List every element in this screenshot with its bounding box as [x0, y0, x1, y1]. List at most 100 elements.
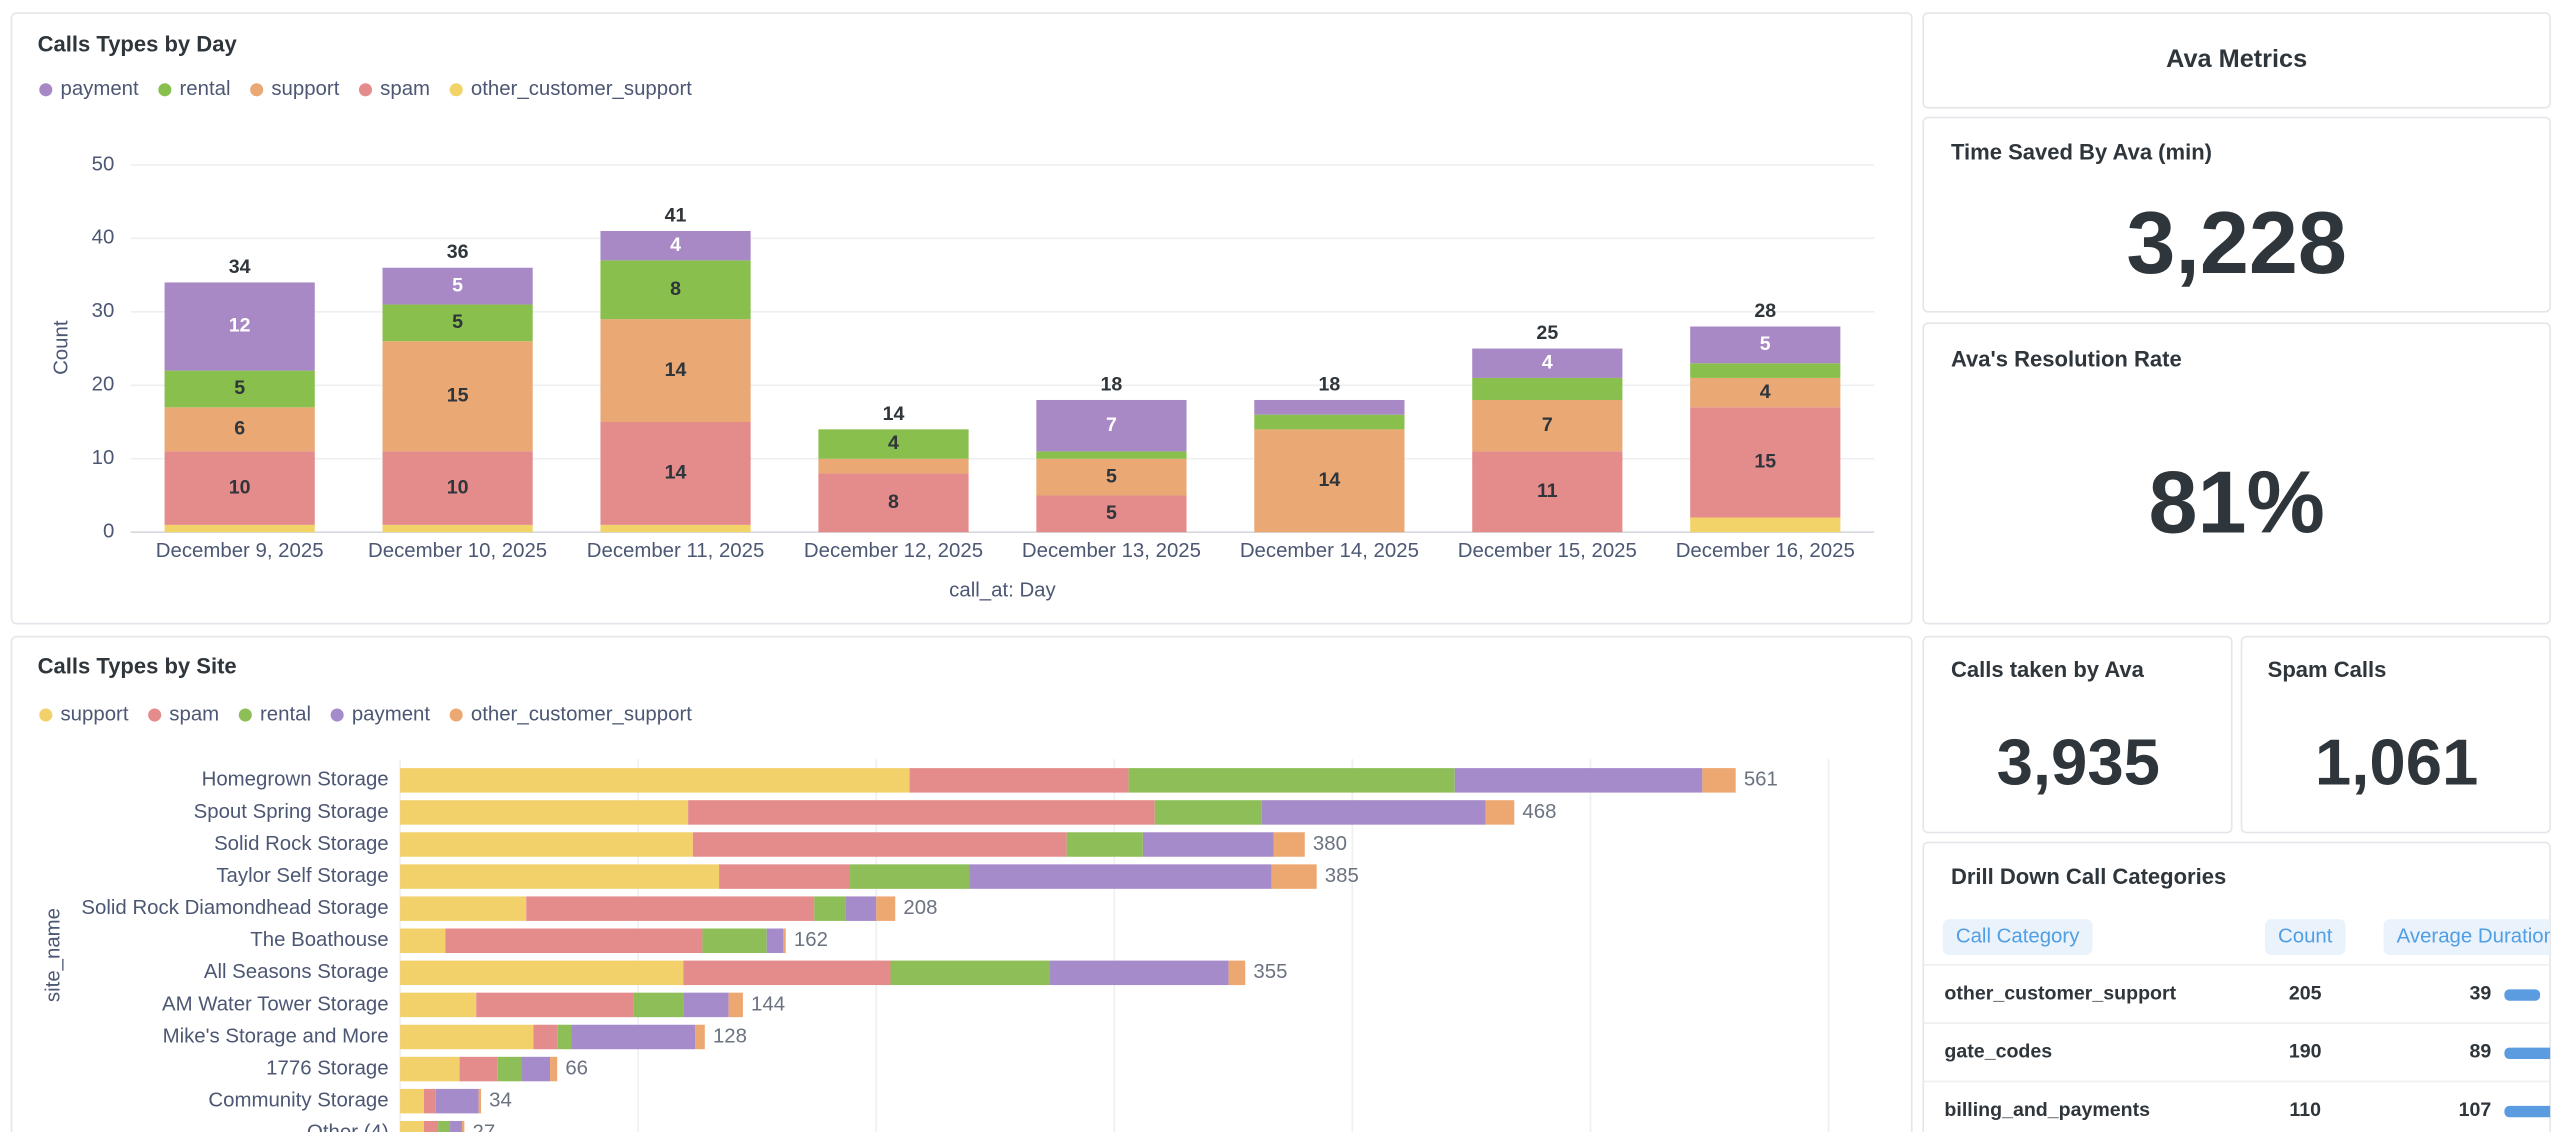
cell: gate_codes	[1944, 1041, 2052, 1063]
data-label: 15	[447, 384, 469, 406]
column-header[interactable]: Average Duration	[2397, 925, 2555, 947]
legend-label: other_customer_support	[471, 78, 692, 100]
bar-segment	[400, 768, 910, 793]
metric-value: 81%	[2148, 453, 2324, 552]
bar-segment	[683, 992, 729, 1018]
bar-segment	[400, 1120, 424, 1132]
bar-segment	[1485, 800, 1515, 825]
bar-segment	[1254, 399, 1405, 415]
bar-segment	[423, 1088, 436, 1114]
y-tick-label: 0	[103, 521, 114, 543]
x-axis-label: call_at: Day	[949, 579, 1056, 601]
cell: 110	[2289, 1099, 2321, 1121]
bar-segment	[1690, 407, 1841, 518]
bar-segment	[382, 267, 533, 305]
column-header[interactable]: Count	[2278, 925, 2333, 947]
bar-segment	[1254, 414, 1405, 430]
y-axis-label: Count	[51, 320, 73, 375]
bar-segment	[1472, 377, 1623, 400]
card	[1922, 116, 2551, 313]
data-label: 10	[447, 476, 469, 498]
total-label: 380	[1313, 833, 1347, 855]
data-label: 14	[665, 359, 687, 381]
x-tick-label: December 14, 2025	[1240, 540, 1419, 562]
y-tick-label: Homegrown Storage	[202, 769, 389, 791]
metric-title: Calls taken by Ava	[1951, 657, 2145, 682]
chart-title: Calls Types by Site	[38, 654, 237, 679]
legend-label: rental	[260, 703, 311, 725]
bar-segment	[438, 1120, 451, 1132]
bar-segment	[1472, 451, 1623, 533]
total-label: 27	[473, 1122, 496, 1132]
total-label: 128	[713, 1025, 747, 1047]
column-header[interactable]: Call Category	[1956, 925, 2080, 947]
legend-swatch	[238, 708, 252, 722]
total-label: 34	[489, 1090, 512, 1112]
total-label: 25	[1536, 322, 1558, 344]
x-tick-label: December 10, 2025	[368, 540, 547, 562]
column-header-bg	[2264, 919, 2346, 956]
total-label: 18	[1318, 373, 1340, 395]
legend-label: payment	[352, 703, 431, 725]
legend-swatch	[250, 83, 264, 97]
data-label: 7	[1542, 414, 1553, 436]
legend-swatch	[39, 83, 53, 97]
cell: 39	[2470, 982, 2492, 1004]
total-label: 208	[903, 897, 937, 919]
cell: 190	[2289, 1041, 2322, 1063]
card	[1922, 841, 2551, 1132]
bar-segment	[1690, 377, 1841, 408]
bar-segment	[400, 896, 527, 921]
data-label: 12	[229, 315, 251, 337]
bar-segment	[1050, 960, 1229, 986]
bar-segment	[164, 282, 315, 371]
total-label: 144	[751, 993, 785, 1015]
y-tick-label: 1776 Storage	[266, 1057, 388, 1079]
card	[1922, 12, 2551, 109]
legend-swatch	[39, 708, 53, 722]
bar-segment	[719, 864, 851, 889]
data-label: 5	[452, 274, 463, 296]
y-tick-label: Taylor Self Storage	[216, 865, 388, 887]
legend-label: rental	[180, 78, 231, 100]
data-label: 15	[1754, 451, 1776, 473]
y-tick-label: Solid Rock Storage	[214, 833, 389, 855]
bar-segment	[766, 928, 784, 953]
data-label: 5	[1106, 465, 1117, 487]
bar-segment	[526, 896, 815, 921]
total-label: 561	[1744, 769, 1778, 791]
bar-segment	[633, 992, 684, 1018]
bar-segment	[818, 473, 969, 533]
bar-segment	[550, 1056, 558, 1082]
bar-segment	[783, 928, 786, 953]
x-tick-label: December 15, 2025	[1458, 540, 1637, 562]
bar-segment	[1128, 768, 1455, 793]
y-tick-label: AM Water Tower Storage	[162, 993, 389, 1015]
total-label: 41	[665, 204, 687, 226]
table: Call Category Count Average Duration other_…	[1923, 919, 2555, 1121]
bar-segment	[1690, 363, 1841, 378]
bar-segment	[1472, 399, 1623, 452]
y-tick-label: All Seasons Storage	[204, 961, 389, 983]
bar-segment	[382, 341, 533, 452]
bar-segment	[400, 928, 446, 953]
panel-title: Ava Metrics	[2166, 45, 2307, 73]
legend-label: spam	[380, 78, 430, 100]
data-label: 4	[1542, 351, 1553, 373]
total-label: 14	[883, 403, 905, 425]
total-label: 28	[1754, 300, 1776, 322]
bar-segment	[497, 1056, 522, 1082]
bar-segment	[1454, 768, 1703, 793]
bar-segment	[382, 524, 533, 533]
bar-segment	[600, 231, 751, 261]
bar-segment	[818, 458, 969, 474]
data-label: 10	[229, 476, 251, 498]
x-tick-label: December 13, 2025	[1022, 540, 1201, 562]
bar-segment	[1036, 399, 1187, 452]
bar-segment	[1690, 326, 1841, 364]
y-tick-label: 10	[92, 447, 115, 469]
data-label: 8	[670, 278, 681, 300]
bar-segment	[533, 1024, 558, 1050]
y-tick-label: Spout Spring Storage	[194, 801, 389, 823]
total-label: 162	[794, 929, 828, 951]
